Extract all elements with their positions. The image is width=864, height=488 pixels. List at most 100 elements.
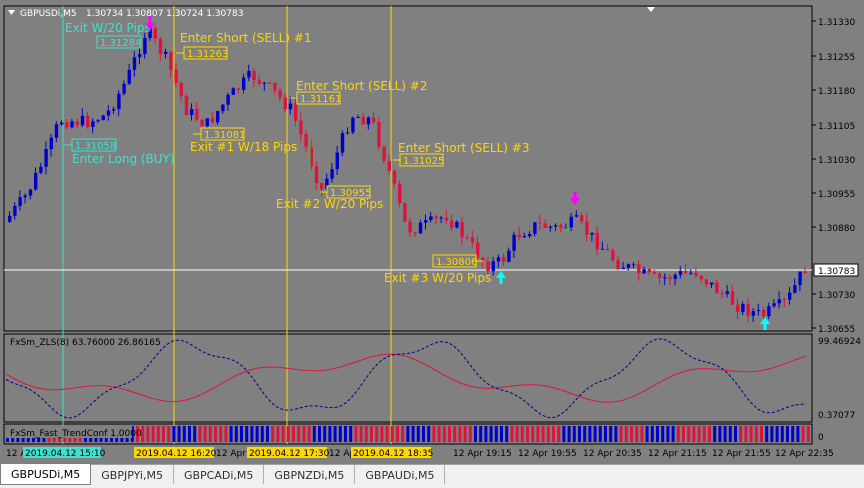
trend-bar xyxy=(162,426,165,442)
candle-body xyxy=(361,116,365,125)
tab-gbpaud[interactable]: GBPAUDi,M5 xyxy=(355,465,446,484)
candle-body xyxy=(580,215,584,222)
annotation-exit2: Exit #2 W/20 Pips xyxy=(276,197,383,211)
price-tick: 1.30955 xyxy=(818,190,855,200)
chart-area[interactable]: GBPUSDi,M5 1.30734 1.30807 1.30724 1.307… xyxy=(0,0,864,464)
trend-bar xyxy=(754,426,758,442)
time-axis[interactable]: 12 A 2019.04.12 15:10 2019.04.12 16:20 1… xyxy=(6,447,834,459)
time-tick: 12 Apr 21:15 xyxy=(648,449,707,459)
trend-bar xyxy=(546,426,550,442)
candle-body xyxy=(647,269,651,273)
trend-bar xyxy=(786,426,789,442)
trend-bar xyxy=(489,426,493,442)
price-tick: 1.30655 xyxy=(818,325,855,335)
candle-body xyxy=(231,88,235,95)
candle-body xyxy=(34,172,38,190)
annotation-short2: Enter Short (SELL) #2 xyxy=(296,79,427,93)
price-tick: 1.31255 xyxy=(818,53,855,63)
candle-body xyxy=(533,222,537,234)
candle-body xyxy=(450,220,454,228)
candle-body xyxy=(496,257,501,262)
candle-body xyxy=(278,90,282,98)
candle-body xyxy=(772,303,776,307)
trend-bar xyxy=(193,426,197,442)
time-tick: 12 Apr 19:15 xyxy=(453,449,512,459)
trend-bar xyxy=(682,426,685,442)
candle-body xyxy=(637,264,641,274)
trend-bar xyxy=(229,426,233,442)
trend-bar xyxy=(437,426,441,442)
trend-bar xyxy=(770,426,774,442)
trend-bar xyxy=(323,426,327,442)
candle-body xyxy=(304,133,308,148)
trend-bar xyxy=(250,426,254,442)
candle-body xyxy=(590,232,594,235)
tab-gbpnzd[interactable]: GBPNZDi,M5 xyxy=(264,465,356,484)
candle-body xyxy=(200,119,204,127)
time-tick: 12 Apr 1 xyxy=(329,449,367,459)
candle-body xyxy=(621,267,625,269)
annotation-exit-20-top: Exit W/20 Pips xyxy=(65,21,151,35)
candle-body xyxy=(424,220,428,223)
trend-bar xyxy=(448,426,451,442)
trend-bar xyxy=(458,426,462,442)
tab-gbpjpy[interactable]: GBPJPYi,M5 xyxy=(91,465,174,484)
candle-body xyxy=(720,293,724,295)
trend-bar xyxy=(307,426,311,442)
trend-bar xyxy=(432,426,436,442)
candle-body xyxy=(372,117,376,123)
candle-body xyxy=(710,282,714,285)
trend-bar xyxy=(640,426,644,442)
candle-body xyxy=(689,272,693,274)
price-axis[interactable]: 1.31330 1.31255 1.31180 1.31105 1.31030 … xyxy=(812,18,861,443)
candle-body xyxy=(434,216,438,219)
candle-body xyxy=(392,170,397,184)
candle-body xyxy=(564,227,568,229)
candle-body xyxy=(54,124,59,138)
time-highlight: 2019.04.12 16:20 xyxy=(136,449,217,459)
trend-bar xyxy=(661,426,665,442)
price-tick: 1.31330 xyxy=(818,18,855,28)
candle-body xyxy=(49,137,53,150)
tab-gbpusd[interactable]: GBPUSDi,M5 xyxy=(0,464,92,485)
trend-bar xyxy=(666,426,670,442)
candle-body xyxy=(252,70,256,81)
trend-bar xyxy=(224,426,228,442)
current-price-tag: 1.30783 xyxy=(818,267,855,277)
trend-bar xyxy=(520,426,524,442)
time-tick: 12 A xyxy=(6,449,27,459)
trend-bar xyxy=(604,426,607,442)
trend-bar xyxy=(541,426,545,442)
candle-body xyxy=(626,264,631,268)
candle-body xyxy=(803,271,807,274)
candle-body xyxy=(538,222,542,224)
trend-bar xyxy=(406,426,410,442)
candle-body xyxy=(616,260,620,269)
trend-bar xyxy=(255,426,259,442)
trend-bar xyxy=(136,426,139,442)
candle-body xyxy=(502,257,506,262)
trend-pane xyxy=(3,423,813,445)
candle-body xyxy=(356,116,360,118)
candle-body xyxy=(23,195,27,198)
candle-body xyxy=(195,108,199,120)
price-tag-131284: 1.31284 xyxy=(100,38,141,49)
shift-marker-icon[interactable] xyxy=(647,7,655,12)
trend-bar xyxy=(141,426,145,442)
trend-bar xyxy=(370,426,373,442)
candle-body xyxy=(117,93,121,110)
trend-bar xyxy=(760,426,763,442)
candle-body xyxy=(158,38,163,55)
candle-body xyxy=(486,261,490,272)
chevron-down-icon[interactable] xyxy=(8,10,15,15)
candle-body xyxy=(112,109,116,111)
candle-body xyxy=(600,248,605,250)
price-tick: 1.31180 xyxy=(818,87,855,97)
candle-body xyxy=(398,183,402,204)
candle-body xyxy=(210,118,215,123)
tab-gbpcad[interactable]: GBPCADi,M5 xyxy=(174,465,265,484)
candle-body xyxy=(522,236,527,238)
candle-body xyxy=(694,272,698,277)
candle-body xyxy=(184,96,189,116)
trend-bar xyxy=(505,426,509,442)
